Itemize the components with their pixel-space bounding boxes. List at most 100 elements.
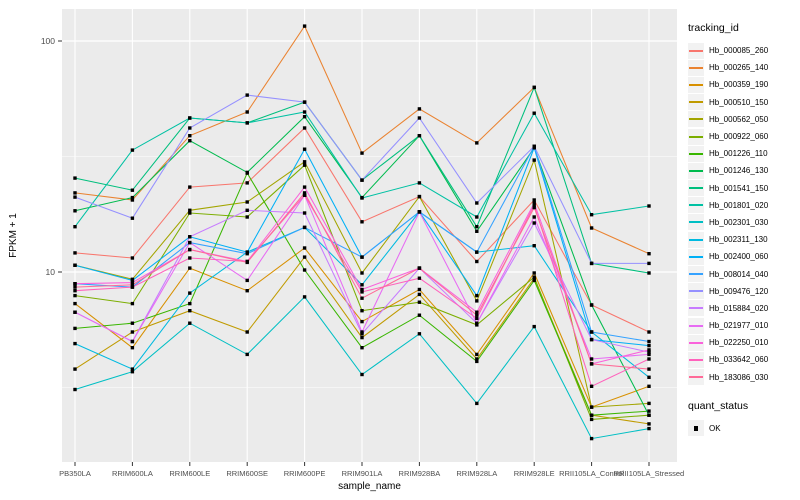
data-point bbox=[245, 352, 249, 357]
data-point bbox=[360, 287, 364, 292]
data-point bbox=[73, 367, 77, 371]
y-axis-title: FPKM + 1 bbox=[8, 213, 19, 258]
data-point bbox=[647, 352, 651, 357]
legend-label: Hb_000359_190 bbox=[709, 80, 769, 90]
data-point bbox=[475, 299, 479, 303]
data-point bbox=[302, 24, 307, 28]
legend-label: Hb_001801_020 bbox=[709, 200, 769, 210]
data-point bbox=[647, 330, 651, 334]
data-point bbox=[532, 144, 536, 148]
data-point bbox=[73, 251, 77, 255]
legend-key-swatch bbox=[688, 180, 704, 197]
data-point bbox=[475, 321, 479, 325]
data-point bbox=[475, 310, 479, 314]
data-point bbox=[73, 209, 77, 213]
data-point bbox=[417, 210, 422, 214]
data-point bbox=[188, 321, 192, 325]
data-point bbox=[73, 282, 77, 286]
series-color-line-icon bbox=[689, 118, 703, 121]
data-point bbox=[360, 372, 364, 377]
x-tick-label: RRIM600LE bbox=[169, 469, 210, 478]
data-point bbox=[532, 278, 536, 283]
data-point bbox=[245, 278, 249, 283]
legend-label-ok: OK bbox=[709, 423, 721, 433]
y-tick-label: 100 bbox=[41, 36, 55, 46]
legend-key-swatch bbox=[688, 197, 704, 214]
series-color-line-icon bbox=[689, 341, 703, 344]
data-point bbox=[73, 301, 77, 306]
legend-item-Hb_000510_150: Hb_000510_150 bbox=[688, 94, 798, 111]
data-point bbox=[360, 309, 364, 313]
legend-label: Hb_002400_060 bbox=[709, 252, 769, 262]
data-point bbox=[589, 213, 594, 217]
data-point bbox=[302, 268, 307, 272]
legend-label: Hb_000265_140 bbox=[709, 63, 769, 73]
legend-item-ok: OK bbox=[688, 420, 798, 437]
data-point bbox=[417, 332, 422, 336]
data-point bbox=[360, 196, 364, 200]
data-point bbox=[360, 319, 364, 324]
legend-key-swatch bbox=[688, 214, 704, 231]
series-color-line-icon bbox=[689, 152, 703, 155]
data-point bbox=[647, 409, 651, 413]
data-point bbox=[475, 259, 479, 264]
data-point bbox=[532, 275, 536, 279]
data-point bbox=[589, 384, 594, 388]
data-point bbox=[532, 203, 536, 207]
legend-item-Hb_022250_010: Hb_022250_010 bbox=[688, 334, 798, 351]
data-point bbox=[188, 126, 192, 130]
data-point bbox=[302, 163, 307, 167]
data-point bbox=[475, 293, 479, 298]
data-point bbox=[130, 346, 135, 350]
data-point bbox=[302, 295, 307, 299]
data-point bbox=[475, 215, 479, 219]
legend-item-Hb_000085_260: Hb_000085_260 bbox=[688, 42, 798, 59]
data-point bbox=[647, 401, 651, 406]
ok-key bbox=[688, 420, 704, 437]
data-point bbox=[360, 330, 364, 334]
data-point bbox=[647, 350, 651, 354]
data-point bbox=[475, 359, 479, 364]
data-point bbox=[130, 278, 135, 283]
data-point bbox=[73, 195, 77, 199]
data-point bbox=[360, 255, 364, 259]
data-point bbox=[360, 151, 364, 155]
data-point bbox=[130, 330, 135, 334]
data-point bbox=[647, 204, 651, 208]
data-point bbox=[475, 225, 479, 229]
legend-item-Hb_001226_110: Hb_001226_110 bbox=[688, 145, 798, 162]
data-point bbox=[647, 422, 651, 426]
data-point bbox=[417, 107, 422, 111]
data-point bbox=[245, 208, 249, 212]
data-point bbox=[188, 235, 192, 239]
series-color-line-icon bbox=[689, 204, 703, 207]
data-point bbox=[245, 289, 249, 293]
data-point bbox=[532, 221, 536, 225]
data-point bbox=[475, 357, 479, 361]
panel-background bbox=[62, 9, 677, 462]
data-point bbox=[589, 357, 594, 361]
data-point bbox=[130, 370, 135, 374]
data-point bbox=[360, 220, 364, 224]
legend-item-Hb_002311_130: Hb_002311_130 bbox=[688, 231, 798, 248]
legend-item-Hb_033642_060: Hb_033642_060 bbox=[688, 351, 798, 368]
legend-item-Hb_000562_050: Hb_000562_050 bbox=[688, 111, 798, 128]
data-point bbox=[532, 198, 536, 202]
x-tick-label: RRII105LA_Stressed bbox=[614, 469, 684, 478]
legend-label: Hb_000562_050 bbox=[709, 114, 769, 124]
data-point bbox=[417, 276, 422, 280]
data-point bbox=[73, 191, 77, 195]
data-point bbox=[302, 246, 307, 250]
series-color-line-icon bbox=[689, 358, 703, 361]
data-point bbox=[417, 116, 422, 120]
series-color-line-icon bbox=[689, 290, 703, 293]
data-point bbox=[130, 256, 135, 260]
data-point bbox=[647, 343, 651, 348]
x-tick-label: RRIM901LA bbox=[342, 469, 383, 478]
data-point bbox=[647, 261, 651, 266]
x-tick-label: RRIM928LE bbox=[514, 469, 555, 478]
data-point bbox=[417, 134, 422, 138]
data-point bbox=[245, 110, 249, 114]
legend-label: Hb_001226_110 bbox=[709, 149, 768, 159]
data-point bbox=[302, 185, 307, 189]
